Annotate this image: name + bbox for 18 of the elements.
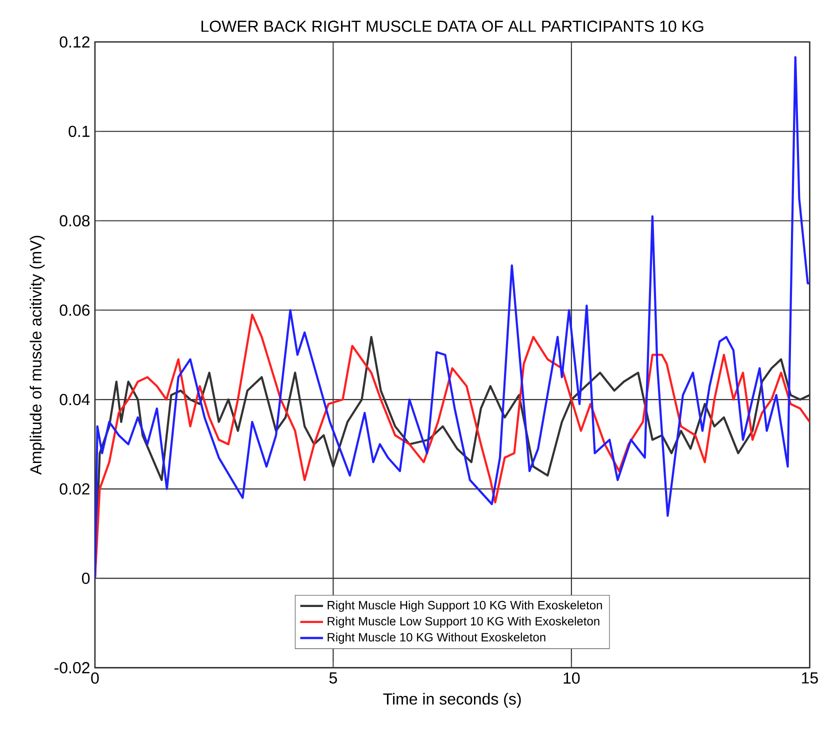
- legend-label: Right Muscle 10 KG Without Exoskeleton: [328, 632, 546, 644]
- x-tick-label: 5: [329, 672, 337, 684]
- y-tick-label: 0.08: [60, 215, 90, 227]
- y-tick-label: 0.04: [60, 394, 90, 406]
- chart-title: LOWER BACK RIGHT MUSCLE DATA OF ALL PARTICIPANTS 10 KG: [202, 20, 704, 32]
- y-axis-title: Amplitude of muscle acitivity (mV): [30, 236, 45, 475]
- legend-label: Right Muscle Low Support 10 KG With Exoskeleton: [328, 616, 600, 628]
- x-axis-title: Time in seconds (s): [383, 693, 521, 708]
- y-tick-label: 0: [82, 572, 90, 584]
- y-tick-label: 0.1: [68, 126, 90, 138]
- y-tick-label: 0.12: [60, 36, 90, 48]
- y-tick-label: 0.02: [60, 483, 90, 495]
- y-tick-label: -0.02: [54, 662, 90, 674]
- legend-label: Right Muscle High Support 10 KG With Exoskeleton: [328, 600, 602, 612]
- y-tick-label: 0.06: [60, 304, 90, 316]
- x-tick-label: 15: [802, 672, 818, 684]
- x-tick-label: 0: [91, 672, 99, 684]
- x-tick-label: 10: [564, 672, 580, 684]
